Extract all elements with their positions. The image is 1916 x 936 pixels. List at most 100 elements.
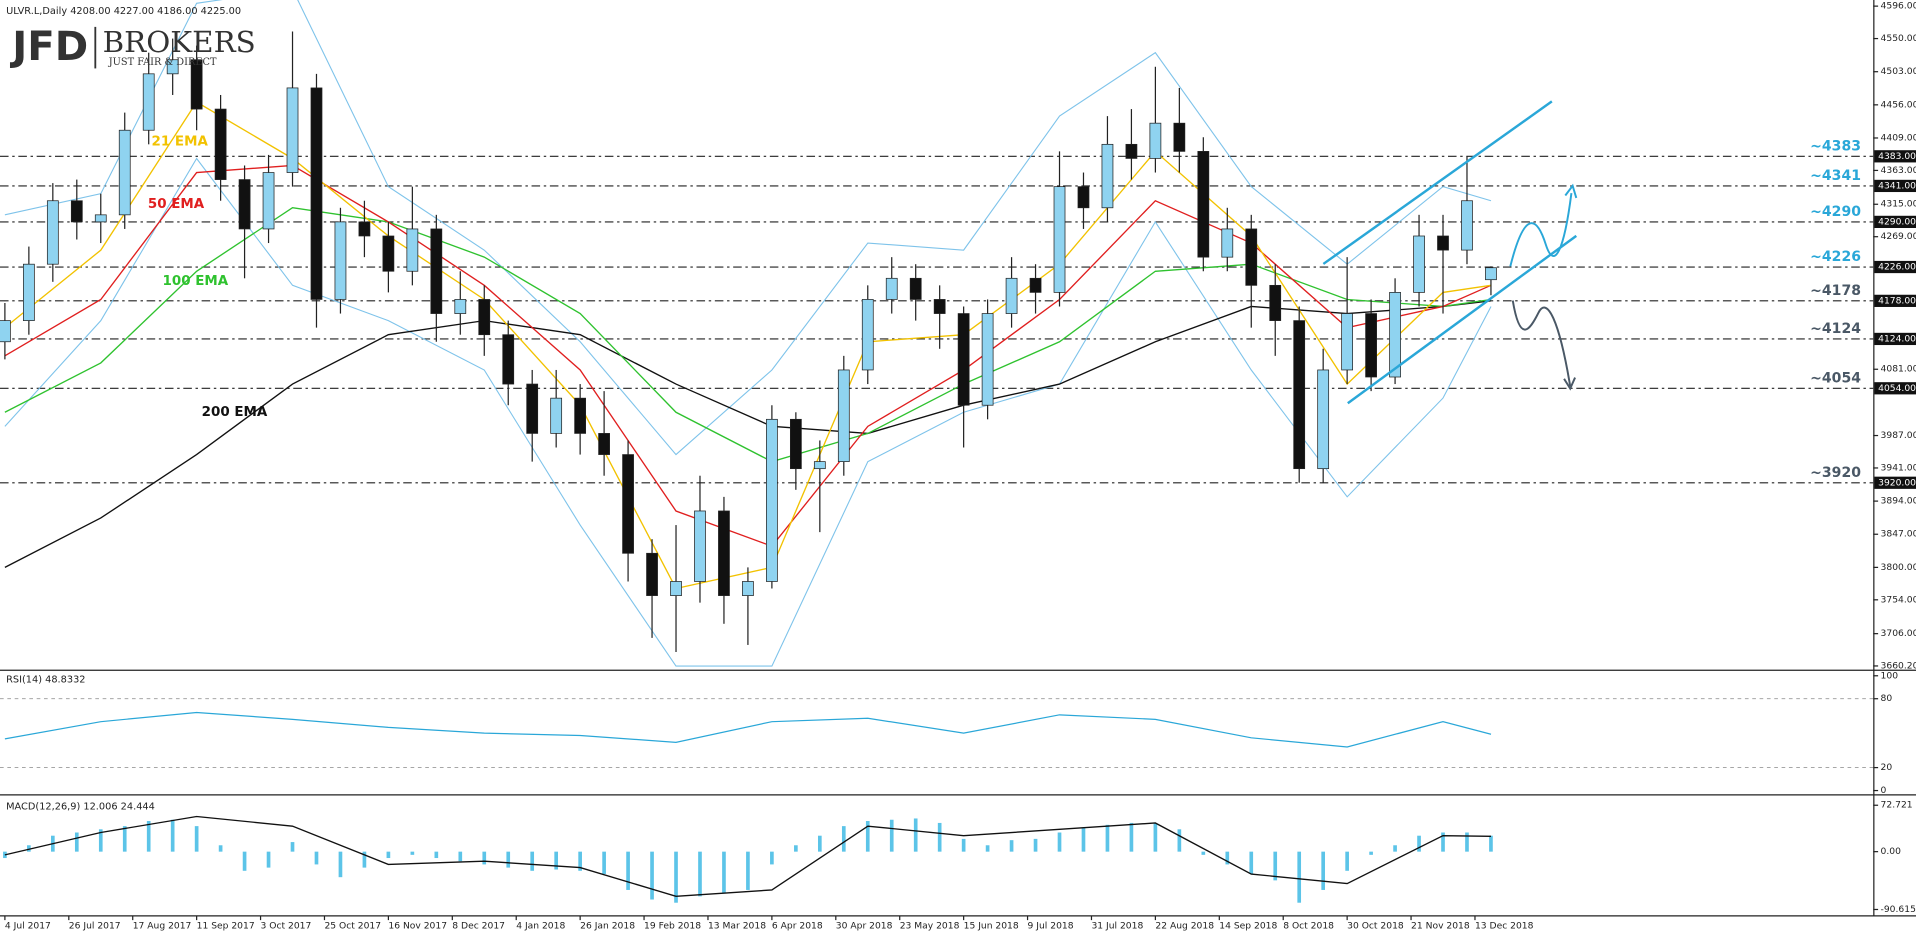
y-tick-label: 3941.00 [1881, 462, 1916, 473]
macd-histogram-bar [674, 851, 678, 903]
candle-body [1341, 313, 1354, 371]
logo-main: JFD [9, 23, 88, 70]
candle-body [1221, 228, 1234, 258]
candle-body [262, 172, 275, 230]
macd-histogram-bar [1177, 829, 1182, 852]
macd-histogram-bar [434, 851, 439, 859]
candle-body [981, 313, 994, 406]
macd-histogram-bar [554, 851, 559, 870]
y-tick-label: 4269.00 [1881, 231, 1916, 242]
label-layer: ULVR.L,Daily 4208.00 4227.00 4186.00 422… [4, 1, 1916, 932]
y-tick-label: 3706.00 [1881, 628, 1916, 639]
y-tick-label: 4503.00 [1881, 66, 1916, 77]
macd-histogram-bar [961, 838, 966, 852]
candle-body [742, 581, 754, 596]
level-tag [1874, 332, 1916, 346]
indicator-line [4, 711, 1492, 748]
x-tick-label: 21 Nov 2018 [1411, 921, 1470, 932]
y-tick-label: 80 [1881, 693, 1893, 704]
level-tag [1874, 179, 1916, 193]
candle-body [46, 200, 59, 265]
macd-histogram-bar [1153, 823, 1158, 852]
macd-histogram-bar [146, 821, 151, 852]
level-label: ~4178 [1810, 283, 1861, 299]
x-tick-label: 22 Aug 2018 [1155, 921, 1214, 932]
candle-body [1365, 313, 1377, 378]
candle-body [142, 73, 155, 131]
level-tag [1874, 294, 1916, 307]
level-label: ~4383 [1810, 139, 1861, 155]
candle-body [190, 59, 203, 110]
macd-histogram-bar [794, 845, 798, 852]
level-tag-label: 4290.00 [1878, 216, 1916, 227]
candle-body [478, 299, 491, 336]
macd-histogram-bar [985, 845, 990, 852]
y-tick-label: 3754.00 [1881, 594, 1916, 605]
candle-body [1293, 320, 1306, 470]
arrow-head [1563, 377, 1576, 391]
macd-histogram-bar [1129, 822, 1134, 852]
macd-histogram-bar [170, 819, 175, 852]
macd-histogram-bar [290, 842, 295, 852]
candle-body [646, 552, 658, 596]
macd-histogram-bar [1033, 838, 1038, 852]
level-label: ~3920 [1810, 465, 1861, 481]
level-tag-label: 4054.00 [1878, 383, 1916, 394]
level-tag [1874, 476, 1916, 489]
candle-body [1053, 186, 1066, 293]
y-tick-label: 3660.20 [1881, 660, 1916, 671]
level-label: ~4226 [1810, 249, 1861, 265]
candle-body [885, 277, 898, 300]
x-tick-label: 25 Oct 2017 [324, 921, 381, 932]
level-tag-label: 4383.00 [1878, 151, 1916, 162]
macd-histogram-bar [937, 822, 942, 852]
candle-body [622, 454, 634, 554]
macd-histogram-bar [817, 835, 822, 852]
level-label: ~4341 [1810, 168, 1861, 184]
candle-body [1077, 186, 1090, 209]
indicator-line [4, 815, 1492, 897]
candle-body [1269, 284, 1282, 321]
x-tick-label: 3 Oct 2017 [261, 921, 312, 932]
macd-histogram-bar [722, 851, 726, 894]
level-tag-label: 4341.00 [1878, 180, 1916, 191]
macd-histogram-bar [122, 826, 127, 852]
macd-histogram-bar [1249, 851, 1254, 874]
candle-body [406, 228, 419, 272]
macd-histogram-bar [1489, 835, 1493, 852]
candle-body [813, 461, 826, 470]
y-tick-label: 0 [1881, 785, 1887, 796]
macd-histogram-bar [482, 851, 487, 865]
candle-body [94, 214, 107, 223]
candle-body [1029, 277, 1042, 293]
candle-body [837, 369, 850, 462]
candle-body [238, 179, 251, 230]
arrow-head [1564, 183, 1578, 199]
macd-histogram-bar [27, 845, 31, 852]
level-tag-label: 4124.00 [1878, 333, 1916, 344]
macd-histogram-bar [1105, 824, 1110, 852]
x-tick-label: 31 Jul 2018 [1091, 921, 1143, 932]
macd-histogram-bar [1225, 851, 1230, 865]
level-tag [1874, 215, 1916, 228]
macd-histogram-bar [410, 851, 415, 855]
macd-histogram-bar [386, 851, 391, 859]
x-tick-label: 30 Oct 2018 [1347, 921, 1404, 932]
candle-body [574, 397, 587, 434]
x-tick-label: 11 Sep 2017 [197, 921, 255, 932]
macd-histogram-bar [1009, 840, 1014, 852]
x-tick-label: 13 Mar 2018 [708, 921, 766, 932]
level-label: ~4124 [1810, 321, 1861, 337]
candle-body [1317, 369, 1330, 470]
level-tag [1874, 150, 1916, 163]
macd-histogram-bar [242, 851, 247, 871]
y-tick-label: 3987.00 [1881, 430, 1916, 441]
candle-body [502, 334, 515, 385]
x-tick-label: 9 Jul 2018 [1028, 921, 1074, 932]
logo-brand: BROKERS [103, 25, 256, 59]
macd-histogram-bar [506, 851, 511, 868]
x-tick-label: 26 Jul 2017 [69, 921, 121, 932]
x-tick-label: 8 Oct 2018 [1283, 921, 1334, 932]
candle-body [358, 221, 371, 237]
